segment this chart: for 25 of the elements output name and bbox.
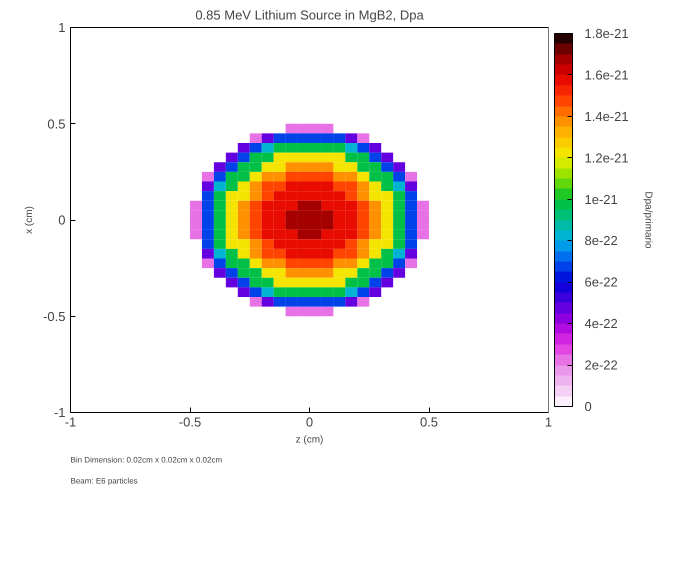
text: Beam: E6 particles [70, 476, 138, 486]
color-bar-label: 1e-21 [584, 192, 618, 207]
text: Bin Dimension: 0.02cm x 0.02cm x 0.02cm [70, 456, 222, 464]
y-tick-label: -0.5 [43, 308, 66, 324]
x-axis-title: z (cm) [296, 434, 324, 446]
x-tick-label: -0.5 [178, 414, 202, 430]
y-axis-title: x (cm) [24, 206, 36, 234]
y-tick-label: 1 [58, 20, 66, 35]
color-bar-label: 6e-22 [584, 274, 618, 290]
y-tick-label: 0.5 [47, 116, 66, 132]
y-tick-label: -1 [54, 405, 66, 420]
color-bar-label: 1.6e-21 [584, 67, 629, 82]
color-bar-label: 0 [584, 399, 592, 414]
chart-title: 0.85 MeV Lithium Source in MgB2, Dpa [195, 8, 424, 22]
color-bar-label: 1.8e-21 [584, 26, 629, 41]
color-bar-label: 4e-22 [584, 316, 618, 332]
y-tick-label: 0 [58, 212, 66, 228]
color-bar-label: 8e-22 [584, 233, 618, 248]
x-tick-label: 1 [544, 414, 552, 430]
color-bar-label: 2e-22 [584, 358, 618, 373]
color-bar-label: 1.2e-21 [584, 150, 629, 166]
x-tick-label: 0.5 [420, 414, 438, 430]
color-bar-label: 1.4e-21 [584, 108, 629, 124]
x-tick-label: 0 [306, 414, 314, 430]
color-bar-title: Dpa/primario [642, 191, 654, 250]
